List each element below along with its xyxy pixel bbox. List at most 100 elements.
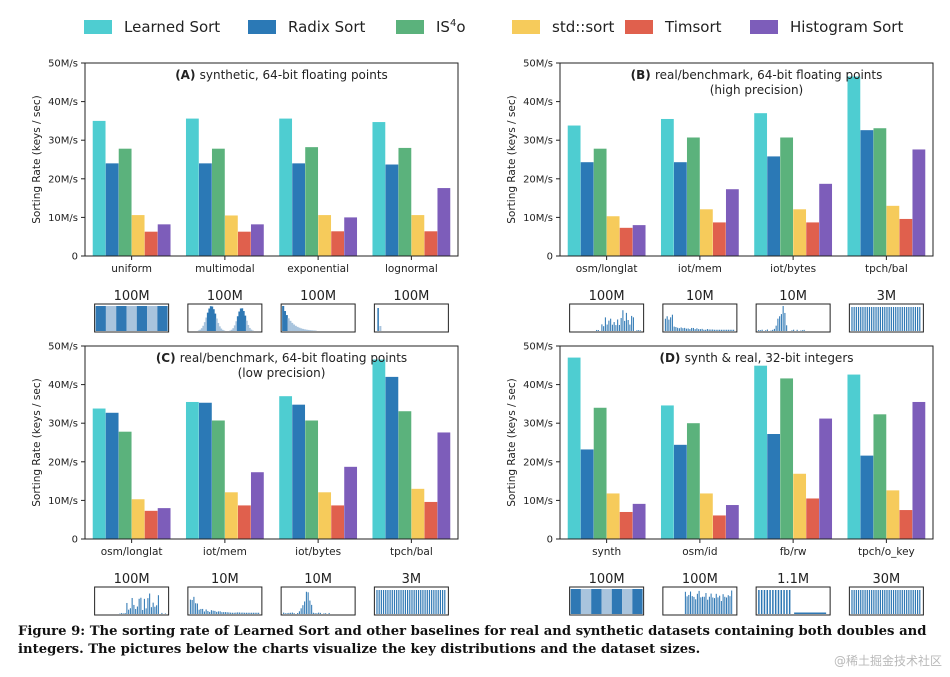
bar	[92, 120, 106, 257]
dist-bar	[691, 327, 693, 331]
dist-bar	[442, 590, 444, 614]
dist-bar	[620, 318, 622, 331]
x-tick-label: lognormal	[385, 263, 438, 275]
y-tick-label: 10M/s	[523, 496, 553, 507]
dist-bar	[860, 307, 862, 331]
bar	[198, 163, 212, 256]
dist-bar	[786, 325, 788, 331]
bar	[673, 162, 687, 256]
dist-bar	[291, 322, 294, 331]
dist-bar	[131, 597, 133, 614]
chart-panel-d: Sorting Rate (keys / sec) 0 10M/s 20M/s 30M/…	[506, 342, 934, 616]
dist-bar	[783, 590, 785, 614]
dist-bar	[772, 329, 774, 331]
dist-bar	[678, 328, 680, 331]
dist-stripe	[147, 306, 158, 331]
dist-bar	[242, 612, 244, 614]
plot-frame	[559, 62, 934, 257]
dist-bar	[291, 612, 293, 614]
dist-bar	[779, 316, 781, 331]
dist-bar	[310, 330, 314, 331]
dist-bar	[780, 590, 783, 614]
bar	[279, 118, 293, 256]
dist-bar	[866, 590, 868, 614]
distribution-thumbnail	[94, 586, 170, 616]
legend-item-is4o: IS4o	[396, 18, 466, 36]
bar	[780, 378, 794, 539]
dist-bar	[218, 326, 221, 331]
chart-title-letter: (A)	[175, 68, 199, 82]
dist-bar	[864, 307, 866, 331]
dist-bar	[701, 328, 703, 331]
bar	[606, 216, 620, 256]
dist-bar	[884, 590, 886, 614]
bar	[712, 222, 726, 256]
dist-bar	[888, 307, 890, 331]
dist-bar	[200, 608, 202, 614]
chart-subtitle: (high precision)	[710, 83, 803, 97]
dist-bar	[420, 590, 422, 614]
dist-bar	[638, 330, 640, 331]
dist-bar	[231, 612, 233, 614]
dist-bar	[722, 329, 724, 331]
x-tick-label: fb/rw	[780, 546, 807, 558]
dist-bar	[252, 612, 254, 614]
dist-bar	[906, 590, 908, 614]
dist-bar	[796, 329, 798, 331]
dist-bar	[608, 320, 610, 331]
bar	[424, 231, 438, 256]
dist-bar	[305, 329, 308, 331]
dist-bar	[156, 605, 158, 614]
dist-bar	[244, 315, 247, 331]
dist-bar	[691, 596, 693, 614]
distribution-thumbnail	[569, 303, 645, 333]
dist-bar	[903, 307, 906, 331]
dist-bar	[402, 590, 404, 614]
bar	[198, 402, 212, 539]
dist-bar	[758, 329, 760, 331]
chart-title-letter: (B)	[631, 68, 655, 82]
bar	[580, 162, 594, 256]
dist-bar	[300, 608, 302, 614]
dist-bar	[857, 307, 860, 331]
legend-item-histogram-sort: Histogram Sort	[750, 18, 903, 36]
x-tick-label: synth	[592, 546, 621, 558]
chart-title: (A) synthetic, 64-bit floating points	[175, 68, 388, 82]
dist-bar	[196, 603, 198, 614]
dist-bar	[200, 328, 203, 331]
dist-bar	[693, 596, 695, 614]
dist-bar	[731, 329, 733, 331]
dist-bar	[699, 329, 701, 331]
dist-bar	[731, 590, 733, 614]
y-tick-label: 50M/s	[48, 59, 78, 70]
dist-bar	[864, 590, 866, 614]
chart-panel-a: Sorting Rate (keys / sec) 0 10M/s 20M/s 30M/…	[31, 59, 459, 333]
dist-bar	[205, 317, 208, 331]
bar	[157, 224, 171, 256]
distribution-thumbnail	[187, 586, 263, 616]
bar	[157, 508, 171, 539]
bar	[331, 231, 345, 256]
y-tick-label: 0	[72, 252, 78, 263]
bar	[847, 374, 861, 539]
chart-title-text: real/benchmark, 64-bit floating points	[180, 351, 407, 365]
dist-bar	[197, 330, 200, 331]
bar	[819, 183, 833, 256]
dist-bar	[422, 590, 424, 614]
bar	[237, 231, 251, 256]
dist-bar	[413, 590, 415, 614]
y-tick-label: 40M/s	[48, 380, 78, 391]
dataset-size-label: 100M	[393, 289, 429, 304]
bar	[686, 137, 700, 256]
bar	[92, 408, 106, 539]
bar	[593, 407, 607, 539]
dist-bar	[233, 325, 236, 331]
dist-bar	[203, 611, 205, 614]
bar	[385, 376, 399, 539]
legend-item-std-sort: std::sort	[512, 18, 614, 36]
dist-bar	[627, 320, 629, 331]
dist-bar	[698, 329, 700, 331]
dist-bar	[860, 590, 862, 614]
dist-bar	[726, 597, 728, 614]
dist-bar	[682, 328, 684, 331]
